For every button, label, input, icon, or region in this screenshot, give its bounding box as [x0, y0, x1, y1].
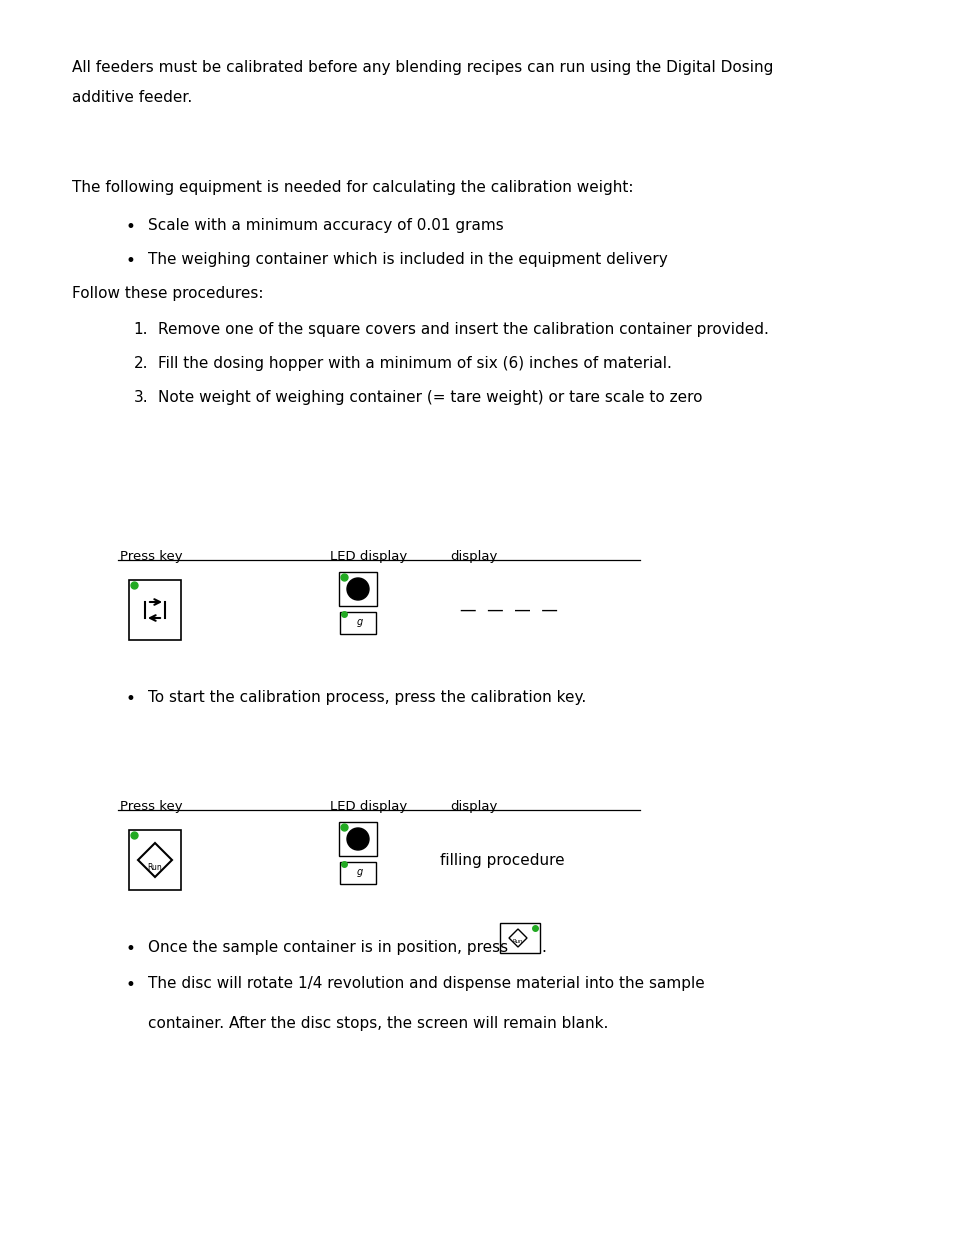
Circle shape — [347, 578, 369, 600]
Bar — [339, 613, 375, 634]
Text: Press key: Press key — [120, 800, 182, 813]
Text: Once the sample container is in position, press: Once the sample container is in position… — [148, 940, 508, 955]
Text: Remove one of the square covers and insert the calibration container provided.: Remove one of the square covers and inse… — [158, 322, 768, 337]
Text: •: • — [125, 976, 134, 994]
Text: container. After the disc stops, the screen will remain blank.: container. After the disc stops, the scr… — [148, 1016, 608, 1031]
FancyBboxPatch shape — [499, 923, 539, 953]
Text: g: g — [356, 867, 363, 877]
Text: LED display: LED display — [330, 800, 407, 813]
Bar — [339, 862, 375, 884]
Text: —  —  —  —: — — — — — [459, 601, 558, 619]
Bar — [338, 823, 376, 856]
Polygon shape — [138, 844, 172, 877]
Bar — [129, 830, 181, 890]
Bar — [129, 580, 181, 640]
Text: additive feeder.: additive feeder. — [71, 90, 193, 105]
Text: •: • — [125, 940, 134, 958]
Text: .: . — [540, 940, 545, 955]
Text: Run: Run — [148, 863, 162, 872]
Text: The disc will rotate 1/4 revolution and dispense material into the sample: The disc will rotate 1/4 revolution and … — [148, 976, 704, 990]
Text: Follow these procedures:: Follow these procedures: — [71, 287, 263, 301]
Text: 2.: 2. — [133, 356, 148, 370]
Text: 1.: 1. — [133, 322, 148, 337]
Bar — [338, 572, 376, 606]
Text: •: • — [125, 219, 134, 236]
Text: •: • — [125, 252, 134, 270]
Text: Fill the dosing hopper with a minimum of six (6) inches of material.: Fill the dosing hopper with a minimum of… — [158, 356, 671, 370]
Text: display: display — [450, 800, 497, 813]
Text: LED display: LED display — [330, 550, 407, 563]
Text: The following equipment is needed for calculating the calibration weight:: The following equipment is needed for ca… — [71, 180, 633, 195]
Text: filling procedure: filling procedure — [439, 852, 564, 867]
Text: 3.: 3. — [133, 390, 148, 405]
Text: display: display — [450, 550, 497, 563]
Circle shape — [347, 827, 369, 850]
Text: All feeders must be calibrated before any blending recipes can run using the Dig: All feeders must be calibrated before an… — [71, 61, 773, 75]
Text: •: • — [125, 690, 134, 708]
Text: The weighing container which is included in the equipment delivery: The weighing container which is included… — [148, 252, 667, 267]
Text: g: g — [356, 618, 363, 627]
Polygon shape — [509, 929, 526, 947]
Text: To start the calibration process, press the calibration key.: To start the calibration process, press … — [148, 690, 586, 705]
Text: Run: Run — [512, 939, 522, 944]
Text: Press key: Press key — [120, 550, 182, 563]
Text: Note weight of weighing container (= tare weight) or tare scale to zero: Note weight of weighing container (= tar… — [158, 390, 701, 405]
Text: Scale with a minimum accuracy of 0.01 grams: Scale with a minimum accuracy of 0.01 gr… — [148, 219, 503, 233]
